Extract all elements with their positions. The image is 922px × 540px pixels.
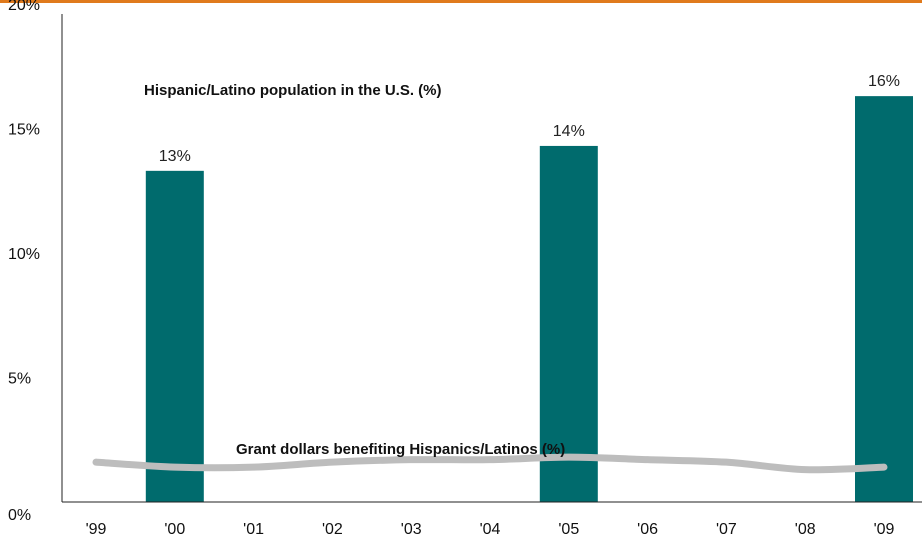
x-tick-label-9: '08 [795, 521, 816, 538]
population-series-label: Hispanic/Latino population in the U.S. (… [144, 82, 442, 99]
grant-dollars-series-label: Grant dollars benefiting Hispanics/Latin… [236, 441, 565, 458]
x-tick-label-4: '03 [401, 521, 422, 538]
bar-1 [145, 170, 204, 502]
x-tick-label-0: '99 [86, 521, 107, 538]
bar-value-label-1: 13% [159, 148, 191, 165]
bar-value-label-10: 16% [868, 73, 900, 90]
bars-layer [145, 96, 913, 502]
y-tick-label-0: 0% [8, 507, 31, 524]
y-tick-label-4: 20% [8, 0, 40, 14]
x-tick-label-3: '02 [322, 521, 343, 538]
x-tick-label-10: '09 [874, 521, 895, 538]
grant-dollars-line [92, 453, 888, 474]
bar-6 [539, 145, 598, 502]
x-tick-label-1: '00 [164, 521, 185, 538]
y-tick-label-3: 15% [8, 122, 40, 139]
line-layer [92, 453, 888, 474]
bar-value-label-6: 14% [553, 123, 585, 140]
bar-10 [855, 96, 913, 502]
x-tick-label-8: '07 [716, 521, 737, 538]
top-accent-rule [0, 0, 922, 3]
x-tick-label-6: '05 [558, 521, 579, 538]
y-tick-label-1: 5% [8, 371, 31, 388]
x-tick-label-7: '06 [637, 521, 658, 538]
labels-layer: 13% 14% 16% 0% 5% 10% 15% 20% '99 '00 '01 '02 '03 '04… [8, 0, 900, 538]
x-tick-label-2: '01 [243, 521, 264, 538]
axis-layer [61, 14, 922, 503]
y-tick-label-2: 10% [8, 246, 40, 263]
x-tick-label-5: '04 [480, 521, 501, 538]
